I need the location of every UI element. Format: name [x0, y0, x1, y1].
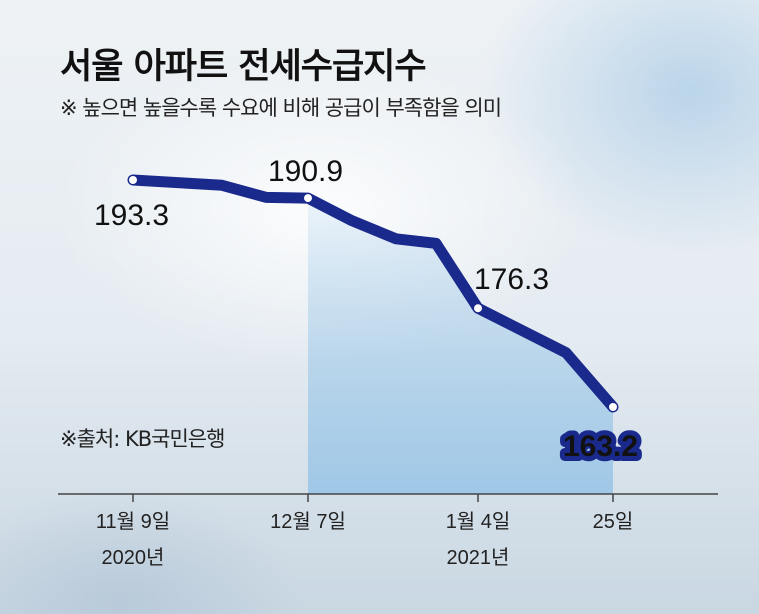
data-label: 176.3: [474, 263, 549, 296]
data-label: 193.3: [94, 199, 169, 232]
x-tick-label: 25일: [593, 510, 634, 533]
series-line: [127, 174, 619, 413]
x-tick-label-year: 2020년: [102, 546, 165, 569]
chart-title: 서울 아파트 전세수급지수: [60, 47, 427, 87]
data-point-marker: [608, 402, 618, 412]
data-label-highlight: 163.2: [563, 430, 638, 463]
x-tick-label: 12월 7일: [270, 510, 346, 533]
area-fill: [308, 198, 613, 494]
chart-subtitle: ※ 높으면 높을수록 수요에 비해 공급이 부족함을 의미: [60, 96, 502, 120]
data-label: 190.9: [268, 155, 343, 188]
data-point-marker: [303, 193, 313, 204]
data-point-marker: [128, 175, 138, 185]
x-tick-label-year: 2021년: [447, 546, 510, 569]
x-tick-label: 1월 4일: [446, 510, 511, 533]
x-tick-label: 11월 9일: [96, 510, 170, 533]
source-note: ※출처: KB국민은행: [60, 427, 225, 451]
data-point-marker: [473, 303, 483, 314]
